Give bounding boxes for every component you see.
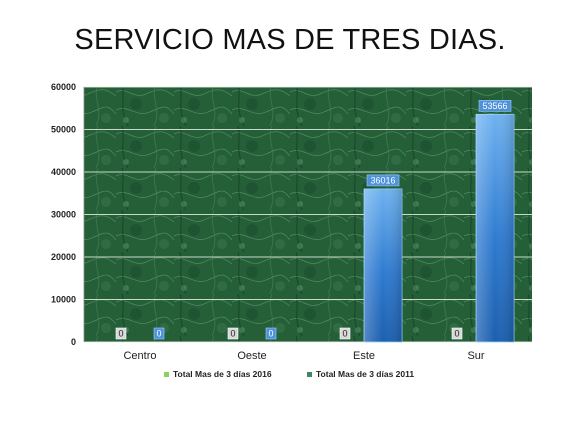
data-label-box	[478, 100, 512, 112]
data-label-box	[265, 327, 277, 340]
x-category-label: Este	[353, 350, 375, 362]
y-tick-label: 50000	[51, 125, 76, 135]
x-category-label: Oeste	[237, 350, 266, 362]
legend-swatch	[307, 372, 312, 377]
y-tick-label: 10000	[51, 295, 76, 305]
data-label: 36016	[370, 175, 395, 185]
data-label-box	[153, 327, 165, 340]
data-label-box	[366, 174, 400, 187]
slide-title: SERVICIO MAS DE TRES DIAS.	[74, 24, 506, 56]
y-tick-label: 40000	[51, 167, 76, 177]
y-tick-label: 0	[71, 337, 76, 347]
y-tick-label: 30000	[51, 210, 76, 220]
y-tick-label: 20000	[51, 252, 76, 262]
legend-label: Total Mas de 3 días 2011	[316, 369, 414, 379]
data-label: 0	[156, 329, 161, 339]
data-label: 0	[454, 329, 459, 339]
legend-swatch	[164, 372, 169, 377]
bar-shine	[364, 188, 402, 342]
legend-label: Total Mas de 3 días 2016	[173, 369, 272, 379]
data-label-box	[227, 327, 239, 340]
data-label: 0	[230, 329, 235, 339]
data-label: 0	[342, 329, 347, 339]
x-category-label: Centro	[123, 350, 156, 362]
data-label: 53566	[482, 101, 507, 111]
data-label-box	[115, 327, 127, 340]
data-label-box	[451, 327, 463, 340]
x-category-label: Sur	[467, 350, 484, 362]
data-label: 0	[268, 329, 273, 339]
y-tick-label: 60000	[51, 82, 76, 92]
bar-shine	[476, 114, 514, 342]
data-label: 0	[118, 329, 123, 339]
data-label-box	[339, 327, 351, 340]
